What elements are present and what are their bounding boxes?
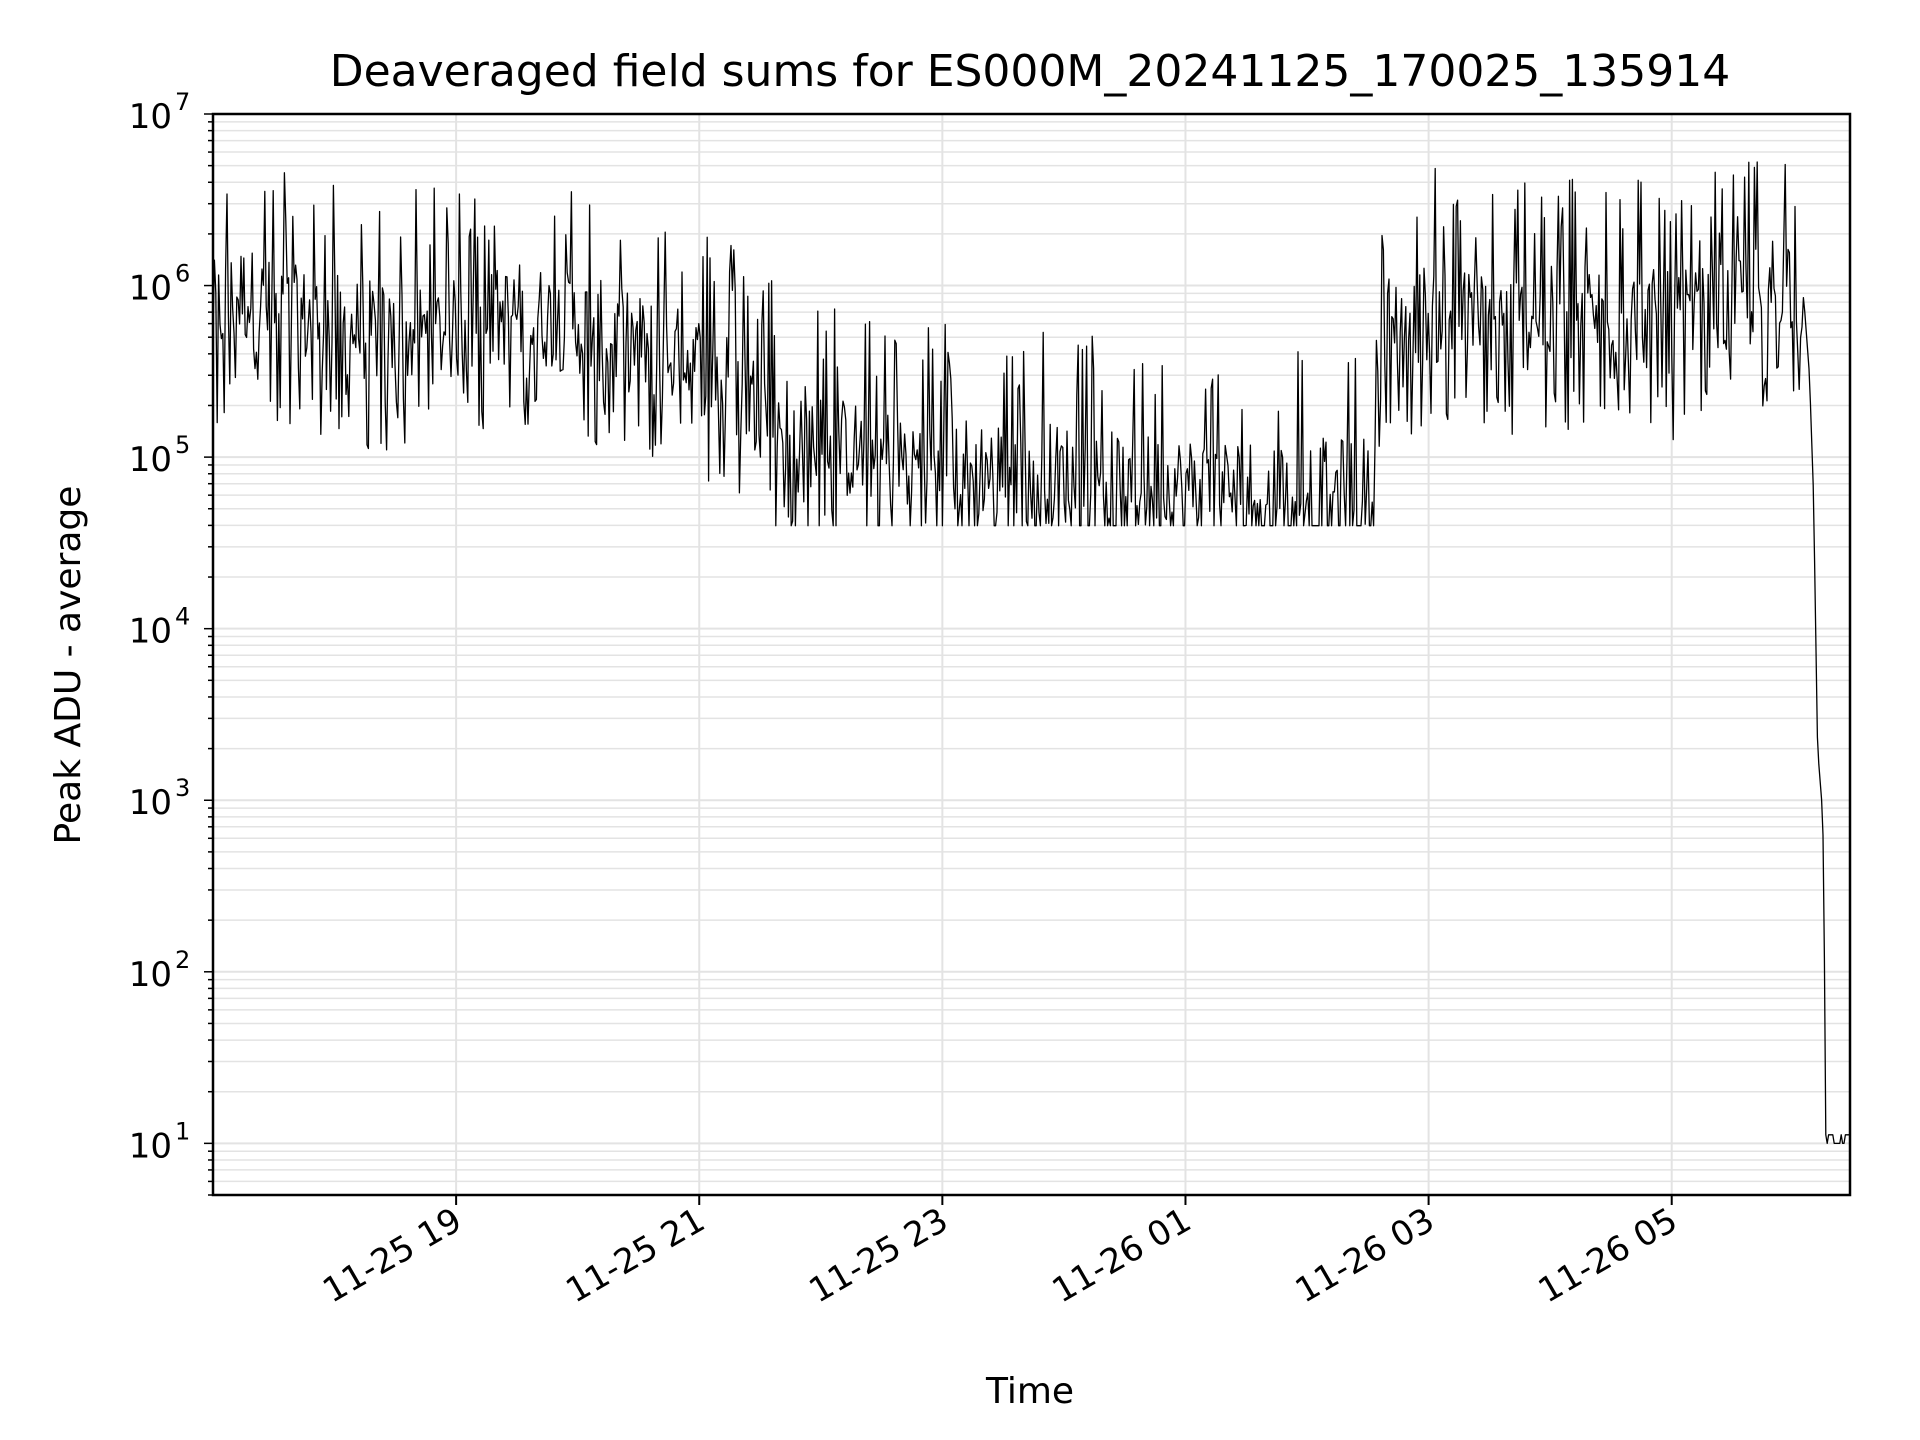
y-tick-label: 10 5: [129, 431, 191, 480]
y-tick-exponent: 7: [175, 88, 190, 116]
y-tick-exponent: 2: [175, 946, 190, 974]
y-tick-base: 10: [129, 783, 172, 823]
y-tick-base: 10: [129, 955, 172, 995]
y-tick-exponent: 6: [175, 260, 190, 288]
y-tick-base: 10: [129, 612, 172, 652]
y-tick-base: 10: [129, 1126, 172, 1166]
y-tick-label: 10 2: [129, 946, 191, 995]
y-tick-label: 10 7: [129, 88, 191, 137]
series-polyline: [212, 161, 1850, 1145]
y-tick-exponent: 1: [175, 1117, 190, 1145]
y-tick-label: 10 3: [129, 774, 191, 823]
grid: [213, 113, 1850, 1196]
y-tick-exponent: 5: [175, 431, 190, 459]
plot-frame: [211, 112, 1852, 1197]
x-axis-label: Time: [985, 1371, 1074, 1412]
y-tick-label: 10 6: [129, 260, 191, 309]
series-line: [212, 161, 1850, 1145]
y-tick-label: 10 1: [129, 1117, 191, 1166]
y-tick-base: 10: [129, 269, 172, 309]
y-axis-label: Peak ADU - average: [48, 486, 89, 845]
chart-title: Deaveraged field sums for ES000M_2024112…: [330, 46, 1731, 97]
y-tick-label: 10 4: [129, 603, 191, 652]
y-tick-exponent: 3: [175, 774, 190, 802]
y-tick-base: 10: [129, 440, 172, 480]
axes: [204, 112, 1852, 1205]
y-tick-exponent: 4: [175, 603, 190, 631]
y-tick-base: 10: [129, 97, 172, 137]
